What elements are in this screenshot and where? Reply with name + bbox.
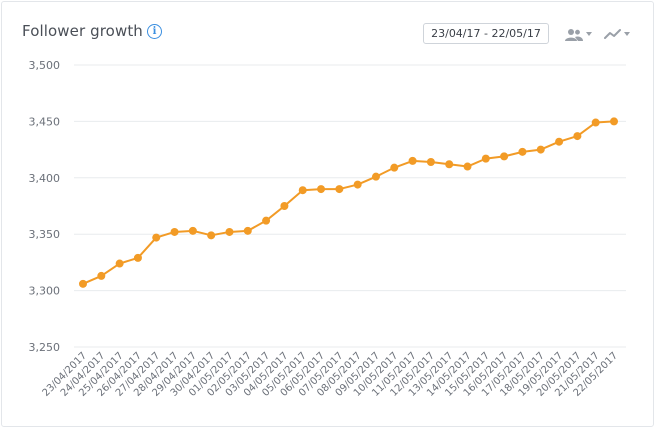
data-point[interactable] [115,259,124,268]
data-point[interactable] [573,132,582,141]
data-point[interactable] [79,279,87,288]
data-point[interactable] [500,152,509,161]
data-point[interactable] [555,137,564,146]
data-point[interactable] [188,226,197,235]
data-point[interactable] [371,172,380,181]
data-point[interactable] [518,147,527,156]
data-point[interactable] [243,226,252,235]
data-point[interactable] [445,160,454,169]
data-point[interactable] [317,185,326,194]
series-line [82,120,615,285]
data-point[interactable] [133,253,142,262]
data-point[interactable] [298,186,307,195]
data-point[interactable] [262,216,271,225]
chart-title: Follower growth [22,22,143,40]
data-point[interactable] [280,202,289,210]
chevron-down-icon [586,32,592,36]
data-point[interactable] [426,158,435,167]
y-tick-label: 3,300 [29,285,61,298]
data-point[interactable] [390,163,399,172]
data-point[interactable] [481,154,490,163]
data-point[interactable] [170,227,179,236]
data-point[interactable] [97,271,106,280]
line-chart-icon [604,28,621,40]
data-point[interactable] [591,118,600,127]
data-point[interactable] [353,180,362,189]
data-point[interactable] [225,227,234,236]
grid-lines [74,64,626,348]
x-axis: 23/04/201724/04/201725/04/201726/04/2017… [41,350,621,399]
audience-dropdown[interactable] [565,26,592,42]
y-tick-label: 3,400 [29,172,61,185]
y-tick-label: 3,500 [29,59,61,72]
y-axis: 3,250 3,300 3,350 3,400 3,450 3,500 [29,59,61,354]
data-point[interactable] [152,233,161,242]
data-point[interactable] [536,145,545,154]
data-point[interactable] [463,162,472,171]
data-point[interactable] [207,231,216,240]
chart-type-dropdown[interactable] [604,26,630,42]
info-icon[interactable]: i [147,24,162,39]
data-point[interactable] [408,156,417,165]
chevron-down-icon [624,32,630,36]
data-point[interactable] [335,185,344,194]
data-point[interactable] [610,117,618,126]
people-icon [565,28,583,41]
y-tick-label: 3,450 [29,115,61,128]
series-followers [79,117,618,288]
date-range-picker[interactable]: 23/04/17 - 22/05/17 [423,23,549,44]
y-tick-label: 3,250 [29,341,61,354]
y-tick-label: 3,350 [29,228,61,241]
